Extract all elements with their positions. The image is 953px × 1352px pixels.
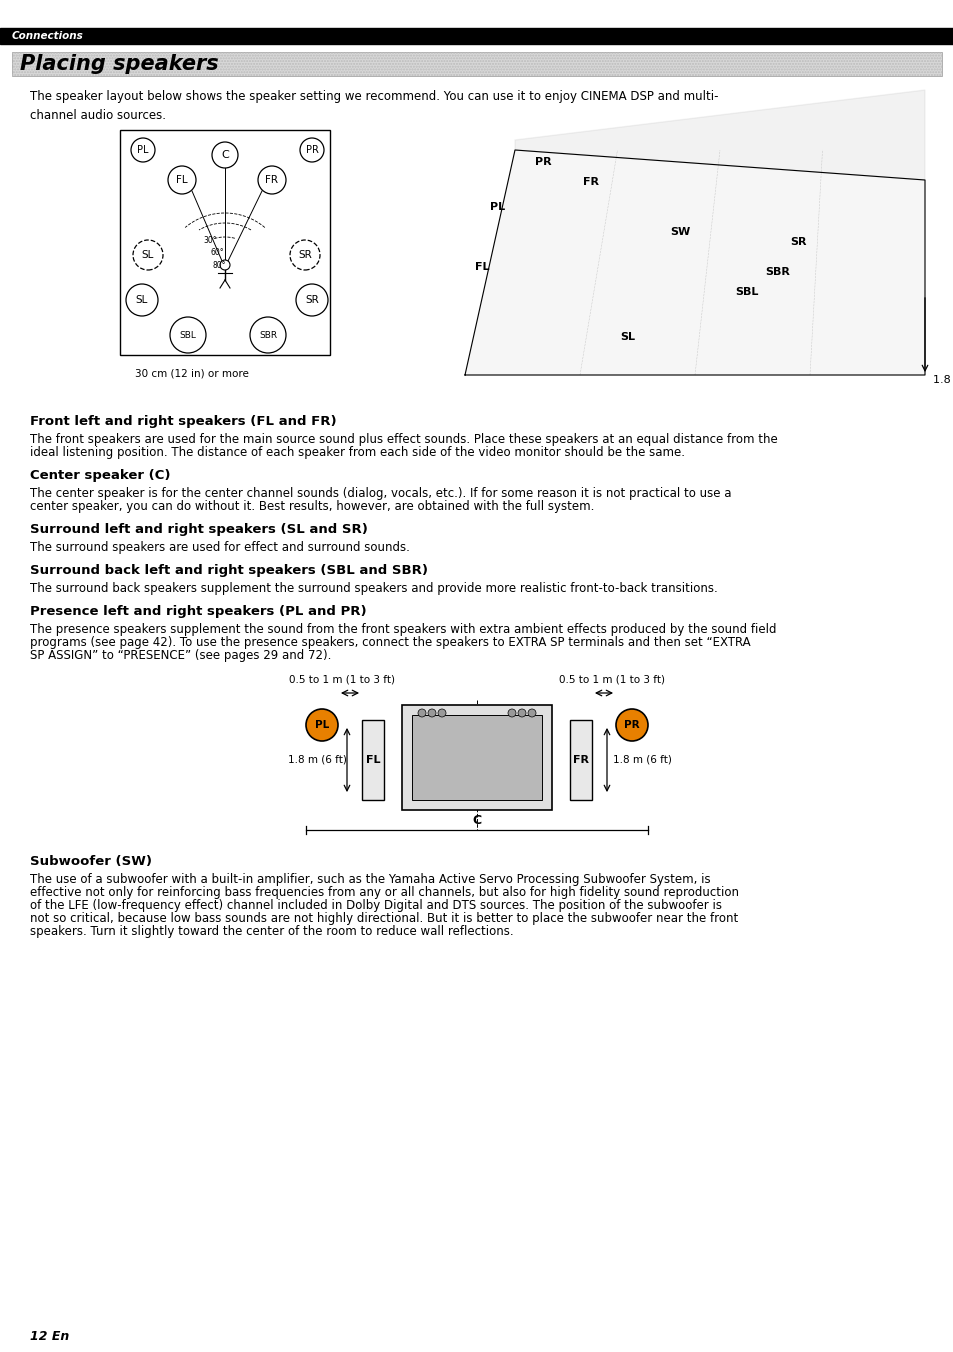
Text: The speaker layout below shows the speaker setting we recommend. You can use it : The speaker layout below shows the speak… bbox=[30, 91, 718, 122]
Bar bbox=[12, 51, 941, 76]
Circle shape bbox=[220, 260, 230, 270]
Circle shape bbox=[437, 708, 446, 717]
Text: Surround back left and right speakers (SBL and SBR): Surround back left and right speakers (S… bbox=[30, 564, 428, 577]
Text: effective not only for reinforcing bass frequencies from any or all channels, bu: effective not only for reinforcing bass … bbox=[30, 886, 739, 899]
Circle shape bbox=[168, 166, 195, 193]
Polygon shape bbox=[150, 210, 225, 274]
Text: SW: SW bbox=[669, 227, 690, 237]
Bar bbox=[401, 704, 552, 810]
Text: The use of a subwoofer with a built-in amplifier, such as the Yamaha Active Serv: The use of a subwoofer with a built-in a… bbox=[30, 873, 710, 886]
Text: 30 cm (12 in) or more: 30 cm (12 in) or more bbox=[135, 369, 249, 379]
Text: Center speaker (C): Center speaker (C) bbox=[30, 469, 171, 483]
Bar bbox=[12, 51, 941, 76]
Text: SBL: SBL bbox=[734, 287, 758, 297]
Text: Front left and right speakers (FL and FR): Front left and right speakers (FL and FR… bbox=[30, 415, 336, 429]
Circle shape bbox=[306, 708, 337, 741]
Text: SP ASSIGN” to “PRESENCE” (see pages 29 and 72).: SP ASSIGN” to “PRESENCE” (see pages 29 a… bbox=[30, 649, 331, 662]
Text: SR: SR bbox=[297, 250, 312, 260]
Circle shape bbox=[131, 138, 154, 162]
Circle shape bbox=[250, 316, 286, 353]
Text: 80°: 80° bbox=[213, 261, 226, 270]
Text: The surround speakers are used for effect and surround sounds.: The surround speakers are used for effec… bbox=[30, 541, 410, 554]
Circle shape bbox=[257, 166, 286, 193]
Text: FR: FR bbox=[582, 177, 598, 187]
Text: FL: FL bbox=[475, 262, 489, 272]
Text: PL: PL bbox=[490, 201, 504, 212]
Text: FL: FL bbox=[365, 754, 380, 765]
Text: C: C bbox=[221, 150, 229, 160]
Polygon shape bbox=[225, 210, 299, 274]
Text: Connections: Connections bbox=[12, 31, 84, 41]
Text: 1.8 m (6 ft): 1.8 m (6 ft) bbox=[932, 375, 953, 385]
Circle shape bbox=[417, 708, 426, 717]
Circle shape bbox=[299, 138, 324, 162]
Circle shape bbox=[616, 708, 647, 741]
Text: 0.5 to 1 m (1 to 3 ft): 0.5 to 1 m (1 to 3 ft) bbox=[289, 675, 395, 685]
Text: The surround back speakers supplement the surround speakers and provide more rea: The surround back speakers supplement th… bbox=[30, 581, 717, 595]
Circle shape bbox=[126, 284, 158, 316]
Circle shape bbox=[212, 142, 237, 168]
Bar bbox=[120, 130, 330, 356]
Text: PR: PR bbox=[305, 145, 318, 155]
Text: SBL: SBL bbox=[179, 330, 196, 339]
Circle shape bbox=[170, 316, 206, 353]
Text: speakers. Turn it slightly toward the center of the room to reduce wall reflecti: speakers. Turn it slightly toward the ce… bbox=[30, 925, 513, 938]
Bar bbox=[412, 715, 541, 800]
Circle shape bbox=[507, 708, 516, 717]
Text: 1.8 m (6 ft): 1.8 m (6 ft) bbox=[287, 754, 346, 765]
Text: The center speaker is for the center channel sounds (dialog, vocals, etc.). If f: The center speaker is for the center cha… bbox=[30, 487, 731, 500]
Bar bbox=[361, 721, 384, 800]
Text: The presence speakers supplement the sound from the front speakers with extra am: The presence speakers supplement the sou… bbox=[30, 623, 776, 635]
Circle shape bbox=[295, 284, 328, 316]
Polygon shape bbox=[464, 150, 924, 375]
Circle shape bbox=[527, 708, 536, 717]
Text: PR: PR bbox=[535, 157, 551, 168]
Text: programs (see page 42). To use the presence speakers, connect the speakers to EX: programs (see page 42). To use the prese… bbox=[30, 635, 750, 649]
Text: FR: FR bbox=[265, 174, 278, 185]
Text: 60°: 60° bbox=[211, 247, 224, 257]
Circle shape bbox=[517, 708, 525, 717]
Text: C: C bbox=[472, 814, 481, 827]
Text: of the LFE (low-frequency effect) channel included in Dolby Digital and DTS sour: of the LFE (low-frequency effect) channe… bbox=[30, 899, 721, 913]
Text: SR: SR bbox=[305, 295, 318, 306]
Text: not so critical, because low bass sounds are not highly directional. But it is b: not so critical, because low bass sounds… bbox=[30, 913, 738, 925]
Polygon shape bbox=[515, 91, 924, 180]
Text: Surround left and right speakers (SL and SR): Surround left and right speakers (SL and… bbox=[30, 523, 368, 535]
Text: SL: SL bbox=[619, 333, 635, 342]
Text: center speaker, you can do without it. Best results, however, are obtained with : center speaker, you can do without it. B… bbox=[30, 500, 594, 512]
Text: ideal listening position. The distance of each speaker from each side of the vid: ideal listening position. The distance o… bbox=[30, 446, 684, 458]
Text: SL: SL bbox=[135, 295, 148, 306]
Text: 0.5 to 1 m (1 to 3 ft): 0.5 to 1 m (1 to 3 ft) bbox=[558, 675, 664, 685]
Circle shape bbox=[132, 241, 163, 270]
Bar bbox=[569, 721, 592, 800]
Text: FR: FR bbox=[573, 754, 588, 765]
Text: SL: SL bbox=[142, 250, 154, 260]
Text: PR: PR bbox=[623, 721, 639, 730]
Text: PL: PL bbox=[137, 145, 149, 155]
Text: 12 En: 12 En bbox=[30, 1330, 70, 1343]
Circle shape bbox=[428, 708, 436, 717]
Bar bbox=[0, 28, 953, 45]
Text: FL: FL bbox=[176, 174, 188, 185]
Text: 30°: 30° bbox=[203, 237, 216, 245]
Text: 1.8 m (6 ft): 1.8 m (6 ft) bbox=[612, 754, 671, 765]
Text: The front speakers are used for the main source sound plus effect sounds. Place : The front speakers are used for the main… bbox=[30, 433, 777, 446]
Text: Presence left and right speakers (PL and PR): Presence left and right speakers (PL and… bbox=[30, 604, 366, 618]
Text: Subwoofer (SW): Subwoofer (SW) bbox=[30, 854, 152, 868]
Text: Placing speakers: Placing speakers bbox=[20, 54, 218, 74]
Text: SR: SR bbox=[789, 237, 805, 247]
Text: SBR: SBR bbox=[764, 266, 789, 277]
Text: PL: PL bbox=[314, 721, 329, 730]
Circle shape bbox=[290, 241, 319, 270]
Text: SBR: SBR bbox=[258, 330, 276, 339]
